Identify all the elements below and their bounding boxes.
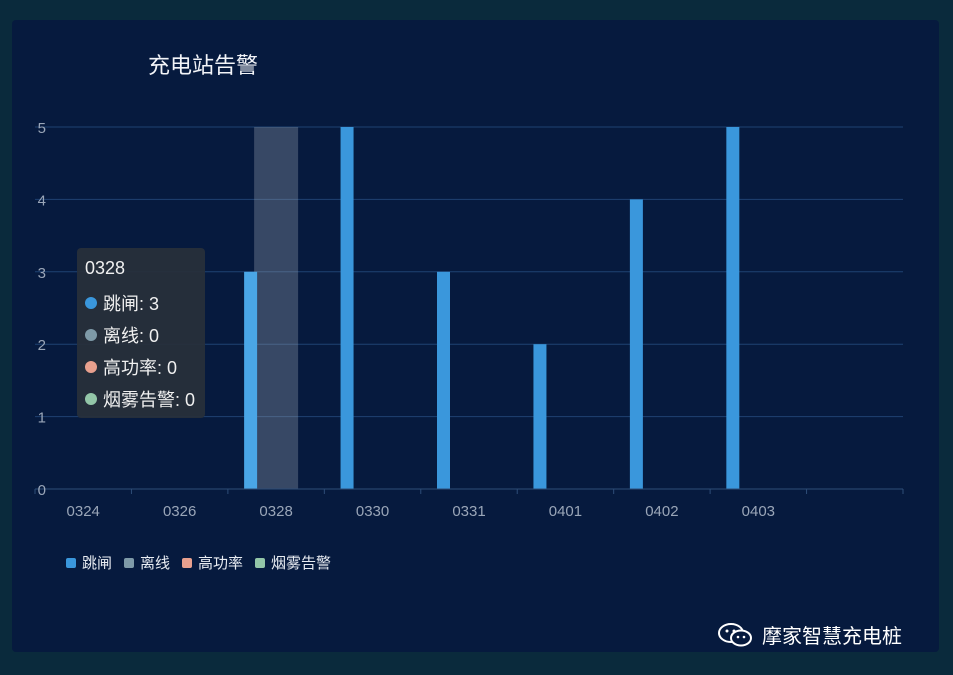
legend: 跳闸 离线 高功率 烟雾告警 — [66, 552, 331, 573]
tooltip-row: 跳闸: 3 — [85, 287, 197, 319]
x-tick-label: 0402 — [645, 503, 678, 520]
legend-swatch — [182, 557, 193, 568]
y-axis: 0 1 2 3 4 5 — [38, 120, 46, 499]
watermark-text: 摩家智慧充电桩 — [762, 624, 902, 648]
bar[interactable] — [340, 127, 354, 489]
legend-item-offline[interactable]: 离线 — [124, 552, 170, 573]
y-tick-label: 2 — [38, 337, 46, 354]
tooltip-row: 高功率: 0 — [85, 351, 197, 383]
y-tick-label: 1 — [38, 410, 46, 427]
watermark: 摩家智慧充电桩 — [718, 620, 902, 649]
tooltip-dot — [85, 329, 97, 341]
x-tick-label: 0324 — [67, 503, 100, 520]
x-tick-label: 0331 — [452, 503, 485, 520]
legend-swatch — [66, 557, 76, 568]
legend-label: 高功率 — [198, 554, 244, 572]
tooltip-row-label: 烟雾告警: 0 — [103, 390, 196, 410]
tooltip: 0328 跳闸: 3 离线: 0 高功率: 0 烟雾告警: 0 — [77, 248, 205, 418]
x-tick-label: 0328 — [259, 503, 292, 520]
tooltip-row: 离线: 0 — [85, 319, 197, 351]
bar[interactable] — [726, 127, 740, 489]
tooltip-row: 烟雾告警: 0 — [85, 383, 197, 415]
hover-highlight — [254, 127, 299, 489]
tooltip-row-label: 离线: 0 — [103, 326, 160, 346]
x-tick-label: 0326 — [163, 503, 196, 520]
legend-swatch — [124, 557, 135, 568]
x-tick-label: 0330 — [356, 503, 389, 520]
legend-label: 烟雾告警 — [271, 554, 332, 572]
hover-band — [254, 127, 299, 489]
legend-label: 跳闸 — [82, 554, 113, 572]
x-axis: 0324 0326 0328 0330 0331 0401 0402 0403 — [34, 488, 904, 520]
x-tick-label: 0401 — [549, 503, 582, 520]
legend-label: 离线 — [140, 554, 171, 572]
y-tick-label: 5 — [38, 120, 46, 137]
chart-title: 充电站告警 — [148, 54, 259, 79]
bar[interactable] — [629, 199, 643, 489]
tooltip-title: 0328 — [85, 258, 126, 278]
tooltip-row-label: 跳闸: 3 — [103, 294, 160, 314]
y-tick-label: 0 — [38, 482, 46, 499]
tooltip-dot — [85, 361, 97, 373]
legend-item-high-power[interactable]: 高功率 — [182, 552, 243, 573]
tooltip-row-label: 高功率: 0 — [103, 358, 178, 378]
legend-item-smoke-alarm[interactable]: 烟雾告警 — [255, 552, 331, 573]
tooltip-dot — [85, 393, 97, 405]
y-tick-label: 3 — [38, 265, 46, 282]
wechat-icon — [718, 622, 752, 646]
tooltip-dot — [85, 297, 97, 309]
legend-swatch — [255, 557, 266, 568]
legend-item-tripped[interactable]: 跳闸 — [66, 552, 112, 573]
y-tick-label: 4 — [38, 192, 46, 209]
bar[interactable] — [533, 344, 547, 489]
x-tick-label: 0403 — [742, 503, 775, 520]
bar[interactable] — [437, 271, 450, 489]
bar[interactable] — [244, 271, 258, 489]
bars — [244, 127, 740, 489]
